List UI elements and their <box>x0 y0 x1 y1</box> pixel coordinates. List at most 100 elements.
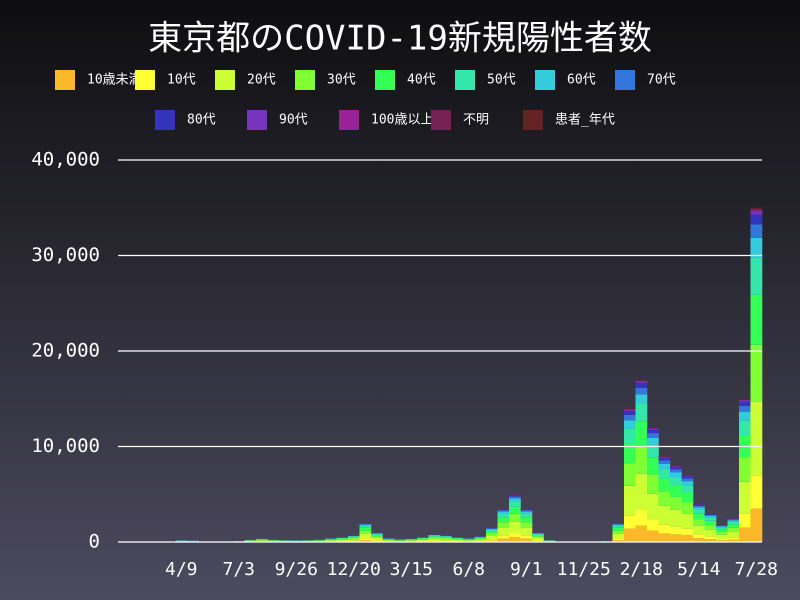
bar-segment <box>359 530 372 534</box>
bar-segment <box>704 536 717 540</box>
bar-segment <box>716 527 728 530</box>
bar-segment <box>612 524 625 526</box>
bar-segment <box>520 527 533 536</box>
legend-swatch <box>247 110 267 130</box>
bar-segment <box>497 517 510 523</box>
bar-segment <box>670 485 682 497</box>
bar-segment <box>727 520 740 522</box>
bar-segment <box>704 529 717 537</box>
legend-swatch <box>155 110 175 130</box>
bar-segment <box>463 540 475 542</box>
bar-segment <box>750 475 763 509</box>
bar-segment <box>612 538 625 541</box>
x-tick-label: 6/8 <box>452 559 485 580</box>
bar-segment <box>359 538 372 541</box>
x-tick-label: 4/9 <box>165 559 198 580</box>
x-tick-label: 7/3 <box>222 559 255 580</box>
legend-swatch <box>135 70 155 90</box>
bar-segment <box>681 513 694 529</box>
bar-segment <box>474 540 487 542</box>
bar-segment <box>624 443 636 464</box>
bar-segment <box>486 540 498 542</box>
bar-segment <box>440 537 452 539</box>
bar-segment <box>727 518 740 520</box>
bar-segment <box>336 537 349 539</box>
x-tick-label: 11/25 <box>557 559 611 580</box>
bar-segment <box>658 491 671 506</box>
bar-segment <box>463 539 475 541</box>
legend-swatch <box>535 70 555 90</box>
bar-segment <box>739 401 751 406</box>
bar-segment <box>750 237 763 258</box>
x-tick-label: 2/18 <box>620 559 663 580</box>
bar-segment <box>750 224 763 238</box>
bar-segment <box>704 539 717 542</box>
bar-segment <box>497 510 510 512</box>
bar-segment <box>658 460 671 464</box>
bar-segment <box>635 473 648 510</box>
bar-segment <box>624 409 636 411</box>
bar-segment <box>704 520 717 526</box>
bar-segment <box>509 513 521 522</box>
bar-segment <box>704 515 717 518</box>
bar-segment <box>704 517 717 521</box>
bar-segment <box>739 399 751 400</box>
bar-segment <box>348 537 360 539</box>
legend-label: 80代 <box>187 113 216 128</box>
bar-segment <box>428 535 441 537</box>
bar-segment <box>750 207 763 210</box>
bar-segment <box>670 477 682 486</box>
chart-title: 東京都のCOVID-19新規陽性者数 <box>148 19 652 59</box>
legend-swatch <box>295 70 315 90</box>
bar-segment <box>509 521 521 533</box>
bar-segment <box>532 533 544 535</box>
bar-segment <box>440 539 452 541</box>
bar-segment <box>451 539 464 540</box>
bar-segment <box>612 523 625 525</box>
bar-segment <box>739 405 751 412</box>
bar-segment <box>486 533 498 536</box>
legend-label: 30代 <box>327 73 356 88</box>
bar-segment <box>325 540 337 542</box>
bar-segment <box>520 535 533 539</box>
bar-segment <box>348 538 360 540</box>
bar-segment <box>670 509 682 527</box>
bar-segment <box>497 509 510 511</box>
bar-segment <box>635 380 648 381</box>
bar-segment <box>371 540 383 542</box>
bar-segment <box>681 481 694 486</box>
bar-segment <box>647 474 659 494</box>
bar-segment <box>359 524 372 526</box>
bar-segment <box>635 382 648 388</box>
bar-segment <box>727 521 740 525</box>
bar-segment <box>359 533 372 539</box>
bar-segment <box>336 538 349 540</box>
bar-segment <box>417 538 429 540</box>
bar-segment <box>658 533 671 542</box>
bar-segment <box>417 539 429 542</box>
bar-segment <box>624 463 636 486</box>
bar-segment <box>739 420 751 436</box>
legend-label: 患者_年代 <box>555 113 615 128</box>
bar-segment <box>635 404 648 422</box>
bar-segment <box>267 540 280 542</box>
bar-segment <box>336 539 349 540</box>
bar-segment <box>727 524 740 528</box>
bar-segment <box>681 535 694 542</box>
bar-segment <box>486 529 498 532</box>
bar-segment <box>451 537 464 539</box>
bar-segment <box>451 539 464 542</box>
bar-segment <box>624 515 636 529</box>
bar-segment <box>497 513 510 518</box>
bar-segment <box>486 531 498 534</box>
legend-swatch <box>339 110 359 130</box>
legend-label: 60代 <box>567 73 596 88</box>
bar-segment <box>624 420 636 429</box>
bar-segment <box>750 294 763 345</box>
bar-segment <box>750 214 763 225</box>
legend-swatch <box>215 70 235 90</box>
bar-segment <box>371 534 383 537</box>
bar-segment <box>428 537 441 539</box>
bar-segment <box>693 513 705 520</box>
bar-segment <box>739 411 751 421</box>
